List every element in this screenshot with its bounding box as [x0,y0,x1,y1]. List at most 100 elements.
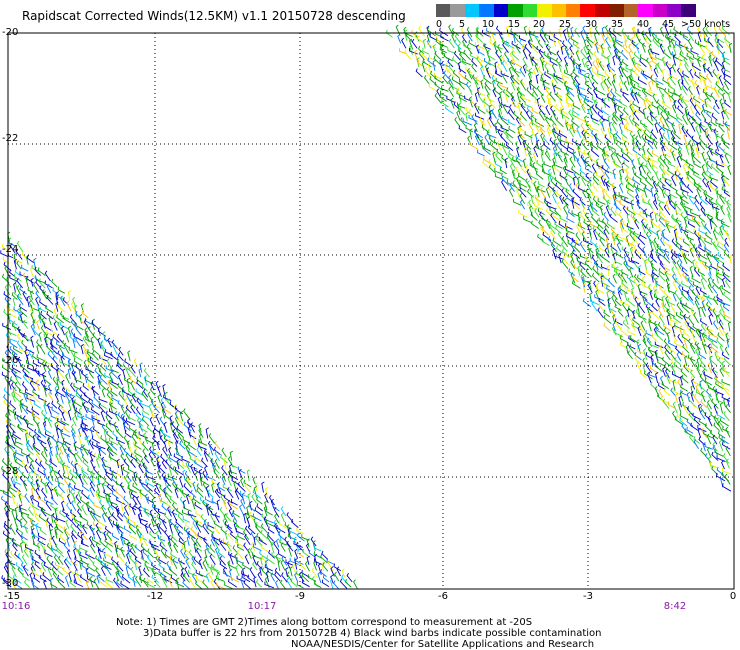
wind-barb [228,551,238,559]
wind-barb [103,428,108,439]
wind-barb [616,250,624,259]
wind-barb [480,79,484,89]
wind-barb [641,218,647,229]
wind-barb [661,301,666,313]
wind-barb [205,485,210,498]
wind-barb [4,439,12,449]
wind-barb [566,99,576,107]
wind-barb [696,357,701,367]
wind-barb [729,254,733,265]
wind-barb [95,567,101,577]
wind-barb [717,420,723,433]
wind-barb [465,112,469,122]
wind-barb [85,551,95,560]
wind-barb [297,532,305,542]
wind-barb [193,542,197,553]
wind-barb [3,394,10,403]
wind-barb [429,33,438,41]
wind-barb [715,380,724,390]
wind-barb [647,234,652,246]
wind-barb [723,148,732,157]
wind-barb [171,509,178,522]
wind-barb [119,482,126,494]
wind-barb [714,375,723,386]
wind-barb [143,432,149,445]
wind-barb [172,428,179,439]
wind-barb [592,60,599,72]
wind-barb [38,513,48,523]
wind-barb [690,306,695,317]
wind-barb [150,457,155,467]
wind-barb [241,573,251,583]
wind-barb [606,285,616,294]
wind-barb [545,86,551,97]
wind-barb [523,25,528,36]
wind-barb [508,188,514,198]
wind-barb [632,100,641,109]
wind-barb [672,365,677,377]
wind-barb [222,518,228,529]
wind-barb [223,457,227,469]
wind-barb [583,98,592,109]
wind-barb [120,501,125,512]
wind-barb [142,412,150,419]
wind-barb [55,561,65,570]
wind-barb [533,180,538,193]
wind-barb [173,523,180,536]
wind-barb [645,269,653,278]
wind-barb [483,43,489,55]
wind-barb [651,150,659,158]
wind-barb [601,47,606,60]
wind-barb [603,228,609,241]
wind-barb [641,30,647,42]
wind-barb [666,331,671,342]
wind-barb [79,559,83,570]
wind-barb [538,110,545,121]
wind-barb [60,405,70,415]
wind-barb [668,339,678,348]
wind-barb [517,129,525,139]
wind-barb [279,539,288,546]
wind-barb [497,108,502,119]
wind-barb [161,576,168,588]
wind-barb [655,326,665,336]
wind-barb [477,149,485,157]
wind-barb [522,139,527,151]
wind-barb [428,83,437,91]
wind-barb [79,496,87,506]
wind-barb [704,378,713,386]
wind-barb [580,274,585,284]
wind-barb [522,64,527,74]
wind-barb [698,436,706,446]
wind-barb [151,567,156,577]
wind-barb [620,164,629,174]
wind-barb [4,350,12,360]
wind-barb [126,473,132,482]
wind-barb [125,405,132,414]
wind-barb [482,145,491,156]
wind-barb [186,493,190,505]
wind-barb [642,357,648,367]
wind-barb [608,304,617,313]
wind-barb [604,69,611,79]
wind-barb [411,38,418,49]
wind-barb [620,298,629,306]
wind-barb [418,50,425,61]
wind-barb [643,99,647,110]
wind-barb [56,547,65,558]
wind-barb [79,521,88,529]
wind-barb [60,429,71,438]
wind-barb [515,156,522,168]
wind-barb [20,541,24,553]
wind-barb [286,571,293,582]
wind-barb [598,244,606,253]
wind-barb [244,554,250,565]
wind-barb [614,258,623,266]
wind-barb [685,302,695,312]
wind-barb [174,410,179,421]
wind-barb [37,467,46,476]
wind-barb [67,399,72,410]
wind-barb [127,485,137,494]
wind-barb [497,44,502,54]
wind-barb [60,394,64,404]
